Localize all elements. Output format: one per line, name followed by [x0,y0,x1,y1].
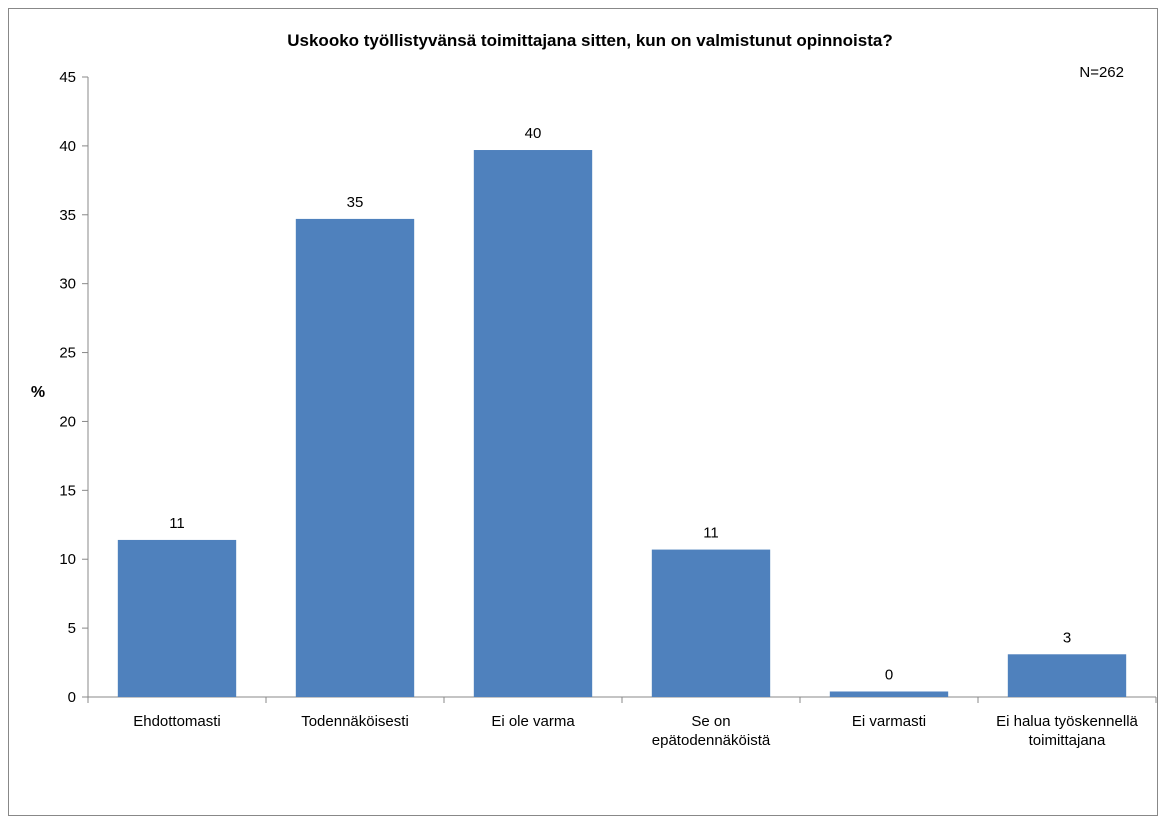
y-tick-label: 35 [59,207,76,224]
y-tick-label: 5 [68,620,76,637]
category-label: Ei halua työskennellä [996,713,1138,730]
y-axis-label: % [31,384,45,401]
y-tick-label: 20 [59,413,76,430]
bar [651,549,771,697]
y-tick-label: 25 [59,345,76,362]
y-tick-label: 30 [59,276,76,293]
bar [295,218,415,697]
category-label: epätodennäköistä [652,732,771,749]
category-label: Ei varmasti [852,713,926,730]
category-labels: Ehdottomasti Todennäköisesti Ei ole varma S… [133,713,1138,749]
y-tick-label: 10 [59,551,76,568]
bar-value-label: 40 [525,125,542,142]
category-label: Ehdottomasti [133,713,221,730]
axes [82,76,1157,703]
data-labels: 11 35 40 11 0 3 [169,125,1071,683]
bar-value-label: 11 [169,515,185,532]
y-tick-label: 15 [59,482,76,499]
bar [829,691,949,697]
y-tick-labels: 0 5 10 15 20 25 30 35 40 45 [59,69,76,706]
bar [473,150,593,697]
bar [1007,654,1127,697]
bar [117,539,237,697]
category-label: Se on [691,713,730,730]
category-label: Ei ole varma [491,713,575,730]
sample-size-note: N=262 [1079,64,1124,81]
chart-title: Uskooko työllistyvänsä toimittajana sitt… [287,31,892,50]
category-label: toimittajana [1029,732,1106,749]
bar-value-label: 3 [1063,629,1071,646]
bar-value-label: 0 [885,666,893,683]
y-tick-label: 40 [59,138,76,155]
bar-value-label: 35 [347,194,364,211]
y-tick-label: 0 [68,689,76,706]
bar-value-label: 11 [703,525,719,542]
y-tick-label: 45 [59,69,76,86]
bars [117,150,1127,697]
category-label: Todennäköisesti [301,713,409,730]
